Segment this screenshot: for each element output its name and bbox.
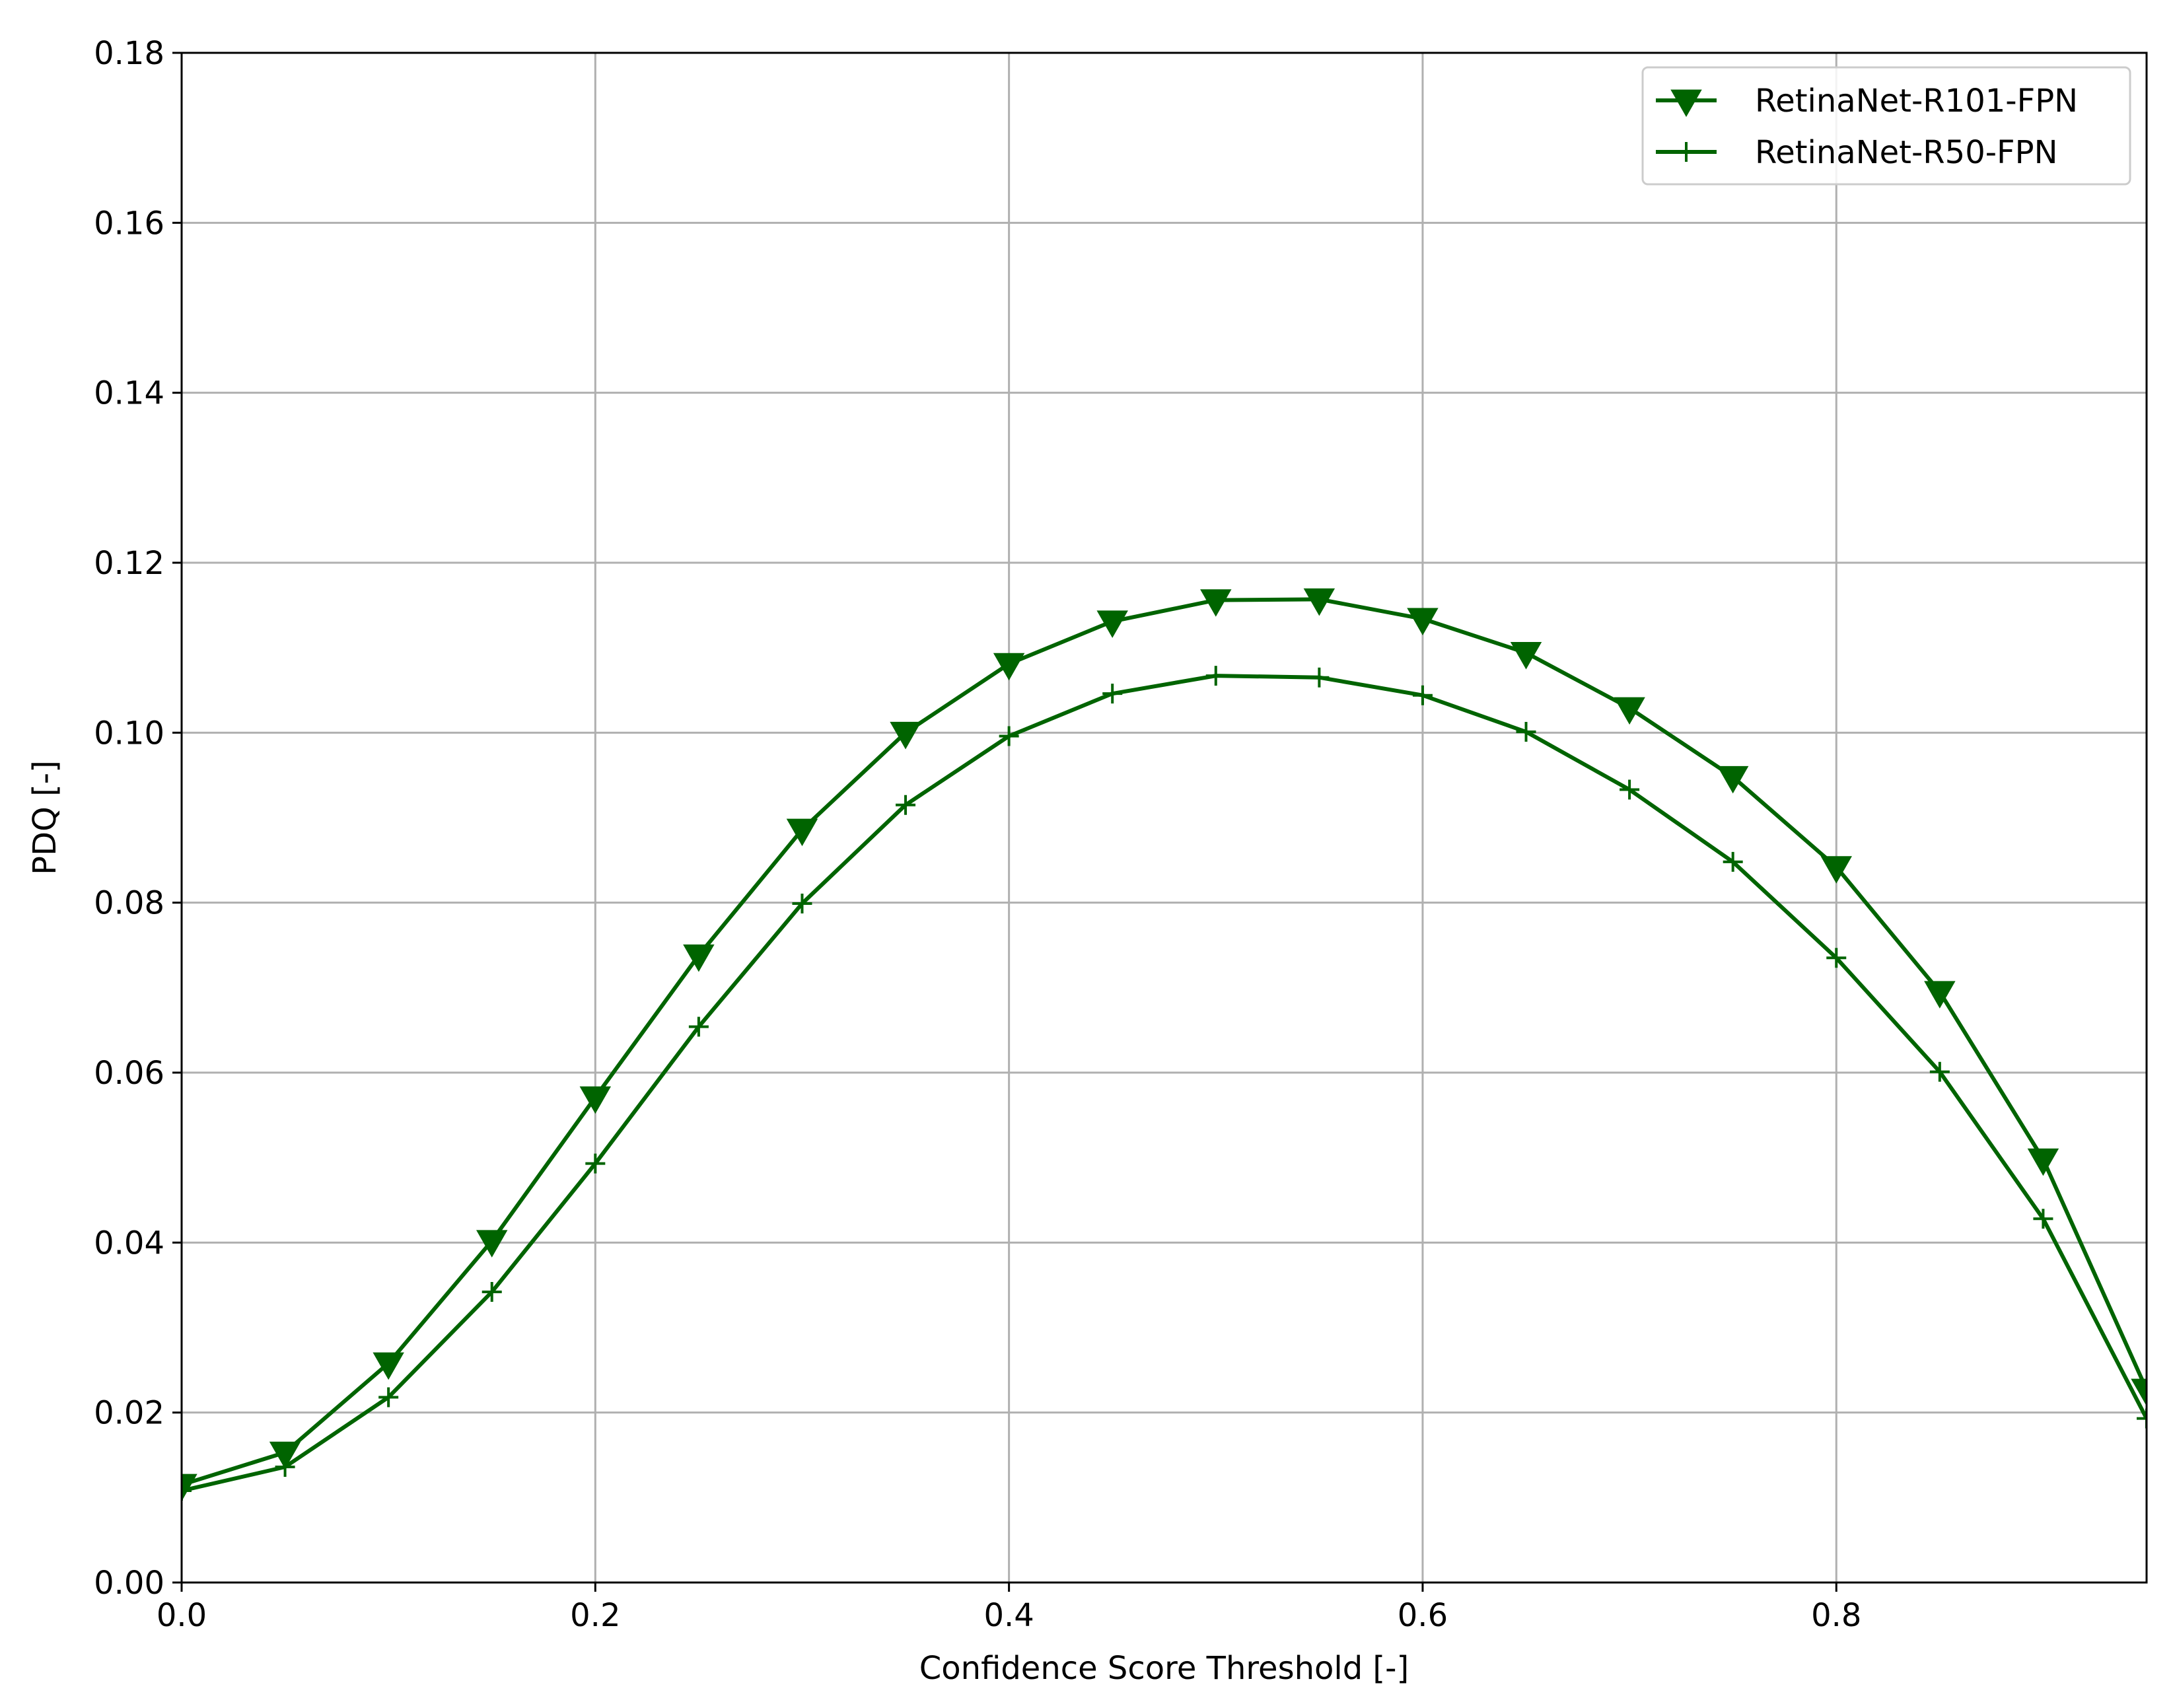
data-point <box>373 1352 404 1380</box>
data-point <box>476 1230 508 1258</box>
data-point <box>1924 981 1956 1009</box>
data-point <box>683 944 715 972</box>
data-point <box>1205 666 1226 686</box>
data-point <box>1096 610 1128 638</box>
y-tick-label: 0.14 <box>94 375 164 412</box>
x-tick-label: 0.0 <box>157 1597 207 1634</box>
y-tick-label: 0.02 <box>94 1395 164 1432</box>
series-2 <box>182 666 2147 1501</box>
legend-box <box>1641 66 2131 186</box>
data-point <box>999 726 1019 746</box>
data-point <box>1510 641 1542 670</box>
data-point <box>579 1086 612 1114</box>
y-tick-label: 0.08 <box>94 885 164 922</box>
data-point <box>1102 684 1123 704</box>
y-tick-label: 0.16 <box>94 205 164 242</box>
y-tick-label: 0.04 <box>94 1225 164 1262</box>
data-point <box>1200 589 1232 617</box>
data-point <box>1303 588 1336 616</box>
legend-label: RetinaNet-R50-FPN <box>1755 134 2058 171</box>
data-point <box>1407 608 1439 636</box>
data-point <box>378 1387 399 1407</box>
data-point <box>1723 851 1743 872</box>
data-point <box>1717 765 1749 794</box>
plot-frame <box>180 52 2148 1584</box>
x-tick-label: 0.8 <box>1811 1597 1861 1634</box>
x-tick-label: 0.6 <box>1398 1597 1448 1634</box>
legend-label: RetinaNet-R101-FPN <box>1755 83 2078 120</box>
data-point <box>275 1457 295 1477</box>
legend-marker <box>1670 89 1702 118</box>
series-line <box>182 674 2147 1493</box>
data-point <box>2131 1378 2147 1407</box>
data-point <box>1412 685 1433 705</box>
data-point <box>269 1441 301 1470</box>
data-point <box>896 795 916 815</box>
y-axis-label: PDQ [-] <box>26 760 63 875</box>
data-point <box>1929 1061 1950 1082</box>
data-point <box>1820 856 1852 884</box>
y-tick-label: 0.12 <box>94 545 164 582</box>
y-tick-label: 0.06 <box>94 1055 164 1092</box>
legend: RetinaNet-R101-FPN RetinaNet-R50-FPN <box>1641 66 2131 186</box>
series-1 <box>182 588 2147 1502</box>
data-point <box>786 818 818 847</box>
x-tick-label: 0.2 <box>570 1597 620 1634</box>
y-tick-label: 0.10 <box>94 715 164 752</box>
data-point <box>890 721 921 750</box>
x-tick-label: 0.4 <box>983 1597 1034 1634</box>
axis-ticks: 0.0 0.2 0.4 0.6 0.8 0.00 0.02 0.04 0.06 0.08 0.10 0… <box>94 35 1861 1634</box>
y-tick-label: 0.00 <box>94 1565 164 1602</box>
x-axis-label: Confidence Score Threshold [-] <box>919 1650 1409 1687</box>
data-point <box>1516 722 1536 742</box>
data-point <box>585 1153 606 1174</box>
data-point <box>481 1281 502 1302</box>
data-point <box>2027 1148 2059 1176</box>
data-point <box>1309 667 1330 688</box>
data-point <box>993 653 1025 681</box>
data-point <box>1614 697 1645 725</box>
series-line <box>182 597 2147 1487</box>
data-point <box>792 893 812 913</box>
data-point <box>2033 1209 2053 1229</box>
data-point <box>182 1481 192 1501</box>
data-point <box>1826 948 1847 968</box>
data-point <box>688 1016 709 1037</box>
series-layer <box>182 588 2147 1502</box>
data-point <box>2137 1408 2147 1429</box>
y-tick-label: 0.18 <box>94 35 164 72</box>
data-point <box>1620 779 1640 800</box>
grid-lines <box>182 53 2147 1583</box>
legend-marker <box>1676 142 1696 162</box>
